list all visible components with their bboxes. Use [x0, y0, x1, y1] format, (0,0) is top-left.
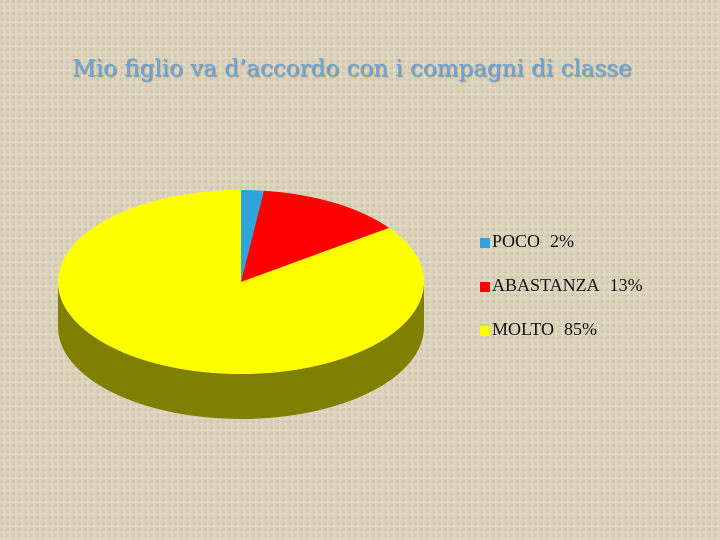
legend-value: 85%	[564, 319, 597, 339]
chart-title: Mio figlio va d’accordo con i compagni d…	[72, 56, 632, 82]
pie-slice	[241, 190, 264, 282]
legend-swatch	[480, 282, 490, 292]
pie-slice-side	[58, 282, 424, 419]
pie-slice	[58, 190, 425, 374]
legend-value: 13%	[610, 275, 643, 295]
legend-label: MOLTO	[492, 319, 554, 339]
legend-value: 2%	[550, 231, 574, 251]
legend-label: ABASTANZA	[492, 275, 600, 295]
legend-swatch	[480, 238, 490, 248]
pie-slice	[241, 190, 390, 282]
legend-swatch	[480, 326, 490, 336]
legend-label: POCO	[492, 231, 540, 251]
